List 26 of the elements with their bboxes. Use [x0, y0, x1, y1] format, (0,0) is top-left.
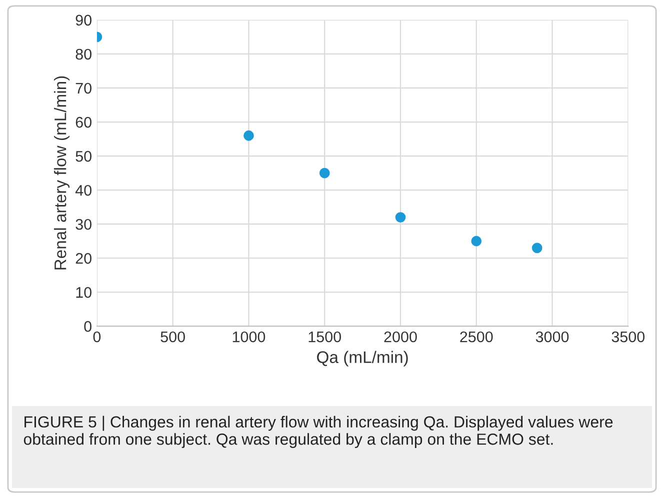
point [395, 212, 406, 222]
x-tick-label: 1000 [232, 331, 266, 342]
y-tick-label: 60 [76, 116, 92, 128]
y-tick-label: 40 [75, 184, 92, 196]
y-tick-label: 80 [76, 48, 92, 60]
x-tick-label: 0 [93, 331, 101, 342]
x-tick-label: 3500 [612, 331, 645, 342]
y-tick-label: 90 [76, 14, 92, 26]
x-axis-title: Qa (mL/min) [317, 350, 408, 366]
y-tick-label: 30 [76, 218, 92, 230]
y-tick-label: 50 [76, 150, 92, 162]
y-tick-label: 20 [76, 253, 92, 264]
point [244, 130, 254, 141]
y-tick-label: 70 [76, 82, 92, 94]
y-axis-title: Renal artery flow (mL/min) [54, 76, 70, 270]
x-tick-label: 2000 [384, 331, 417, 342]
x-tick-label: 1500 [308, 331, 341, 342]
caption: FIGURE 5 | Changes in renal artery flow with increasing Qa. Displayed values were obtained from one subject. Qa was regulated by a clamp on the ECMO set. [24, 416, 613, 448]
x-tick-label: 3000 [536, 331, 569, 342]
y-tick-label: 10 [76, 287, 92, 298]
x-tick-label: 500 [160, 331, 185, 342]
point [471, 236, 482, 246]
point [532, 242, 542, 254]
x-tick-label: 2500 [460, 331, 493, 342]
point [319, 168, 330, 178]
y-tick-label: 0 [84, 321, 92, 332]
